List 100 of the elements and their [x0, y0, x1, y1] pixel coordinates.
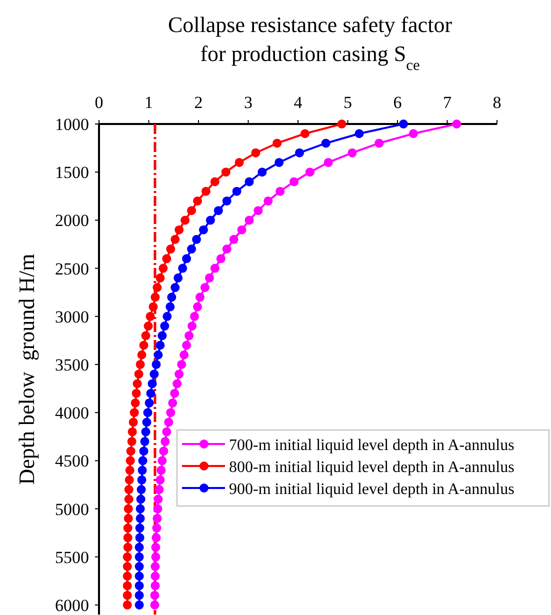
point [182, 340, 192, 350]
point [132, 379, 142, 388]
point [258, 168, 267, 177]
point [177, 360, 186, 369]
point [180, 350, 189, 360]
point [168, 398, 178, 408]
point [170, 388, 180, 398]
point [174, 370, 184, 379]
point [210, 264, 220, 273]
y-tick-label: 4000 [55, 404, 89, 423]
point [172, 379, 182, 388]
y-tick-label: 1000 [55, 115, 89, 134]
point [170, 234, 180, 244]
point [244, 177, 254, 186]
point [174, 273, 183, 282]
point [123, 524, 132, 533]
point [348, 148, 357, 158]
point [134, 370, 144, 379]
point [150, 562, 160, 571]
y-tick-label: 5000 [55, 500, 89, 519]
point [154, 350, 163, 360]
point [164, 418, 174, 427]
point [134, 581, 144, 590]
point [222, 244, 232, 254]
point [156, 475, 165, 484]
point [139, 340, 148, 350]
y-tick-label: 5500 [55, 548, 89, 567]
point [150, 572, 160, 581]
point [290, 177, 299, 186]
point [222, 196, 232, 206]
point [148, 302, 158, 312]
point [156, 340, 165, 350]
point [134, 562, 144, 571]
x-tick-label: 8 [492, 93, 502, 112]
point [122, 600, 132, 610]
point [156, 273, 165, 282]
point [159, 446, 168, 456]
point [135, 533, 144, 542]
point [204, 273, 214, 282]
point [158, 264, 168, 273]
point [124, 504, 133, 514]
point [134, 572, 144, 581]
point [324, 158, 333, 167]
y-tick-label: 3000 [55, 307, 89, 326]
point [132, 388, 141, 398]
y-tick-label: 4500 [55, 452, 89, 471]
point [158, 331, 167, 340]
point [160, 436, 170, 446]
point [134, 590, 144, 600]
point [452, 120, 462, 128]
point [216, 254, 226, 264]
point [162, 312, 172, 321]
point [146, 388, 156, 398]
point [244, 216, 254, 225]
point [166, 302, 175, 312]
point [127, 436, 136, 446]
point [150, 370, 159, 379]
point [130, 408, 139, 418]
point [137, 475, 146, 484]
y-axis-title: Depth below ground H/m [14, 254, 39, 485]
y-tick-label: 6000 [55, 596, 89, 615]
point [187, 244, 196, 254]
point [195, 292, 204, 302]
point [134, 600, 144, 610]
point [123, 533, 132, 542]
point [141, 331, 150, 340]
point [167, 292, 176, 302]
point [124, 485, 134, 494]
point [154, 494, 163, 504]
point [122, 590, 132, 600]
point [124, 514, 133, 523]
x-axis-title: Collapse resistance safety factor for production casing S$_{ce}$ [168, 12, 453, 74]
point [150, 581, 160, 590]
legend-label: 700-m initial liquid level depth in A-annulus [229, 437, 514, 454]
point [305, 168, 314, 177]
point [146, 312, 155, 321]
point [166, 408, 176, 418]
x-tick-label: 4 [294, 93, 303, 112]
point [300, 129, 310, 138]
point [122, 581, 132, 590]
x-tick-label: 5 [344, 93, 352, 112]
point [125, 466, 134, 475]
point [136, 360, 145, 369]
point [192, 234, 202, 244]
point [166, 244, 176, 254]
point [251, 148, 260, 158]
point [193, 196, 202, 206]
x-tick-label: 2 [194, 93, 203, 112]
point [140, 436, 150, 446]
point [135, 524, 144, 533]
point [294, 148, 304, 158]
point [229, 234, 238, 244]
point [162, 427, 172, 436]
point [190, 312, 200, 321]
point [337, 120, 346, 128]
point [152, 283, 162, 292]
point [134, 552, 144, 562]
point [148, 379, 157, 388]
point [206, 216, 215, 225]
y-tick-label: 3500 [55, 355, 89, 374]
